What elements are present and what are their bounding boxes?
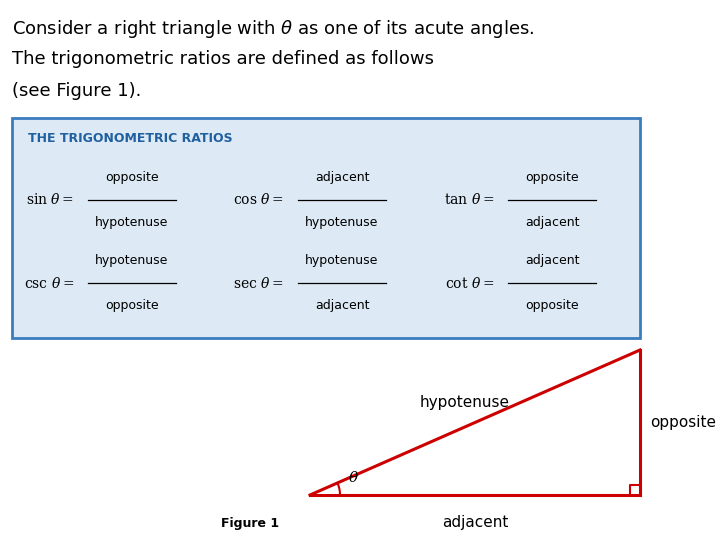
Text: adjacent: adjacent xyxy=(525,254,580,267)
Text: hypotenuse: hypotenuse xyxy=(305,216,379,229)
Text: opposite: opposite xyxy=(105,171,159,184)
Text: $\sin\,\theta=$: $\sin\,\theta=$ xyxy=(26,192,74,207)
Text: hypotenuse: hypotenuse xyxy=(95,254,168,267)
Text: The trigonometric ratios are defined as follows: The trigonometric ratios are defined as … xyxy=(12,50,434,68)
Text: hypotenuse: hypotenuse xyxy=(420,395,510,410)
Text: Consider a right triangle with $\theta$ as one of its acute angles.: Consider a right triangle with $\theta$ … xyxy=(12,18,534,40)
Text: $\tan\,\theta=$: $\tan\,\theta=$ xyxy=(444,192,494,207)
Text: $\theta$: $\theta$ xyxy=(348,469,359,484)
Text: opposite: opposite xyxy=(105,299,159,312)
Text: opposite: opposite xyxy=(650,415,716,430)
Text: $\sec\,\theta=$: $\sec\,\theta=$ xyxy=(233,275,284,291)
Text: hypotenuse: hypotenuse xyxy=(305,254,379,267)
Text: $\cos\,\theta=$: $\cos\,\theta=$ xyxy=(233,192,284,207)
Text: adjacent: adjacent xyxy=(315,299,369,312)
Text: opposite: opposite xyxy=(525,171,579,184)
Text: THE TRIGONOMETRIC RATIOS: THE TRIGONOMETRIC RATIOS xyxy=(28,132,233,145)
Text: adjacent: adjacent xyxy=(442,515,508,530)
Text: adjacent: adjacent xyxy=(315,171,369,184)
Text: Figure 1: Figure 1 xyxy=(221,517,279,530)
Text: adjacent: adjacent xyxy=(525,216,580,229)
Text: (see Figure 1).: (see Figure 1). xyxy=(12,82,141,100)
Bar xyxy=(12,118,640,338)
Text: opposite: opposite xyxy=(525,299,579,312)
Text: $\csc\,\theta=$: $\csc\,\theta=$ xyxy=(24,275,74,291)
Text: hypotenuse: hypotenuse xyxy=(95,216,168,229)
Text: $\cot\,\theta=$: $\cot\,\theta=$ xyxy=(445,275,494,291)
